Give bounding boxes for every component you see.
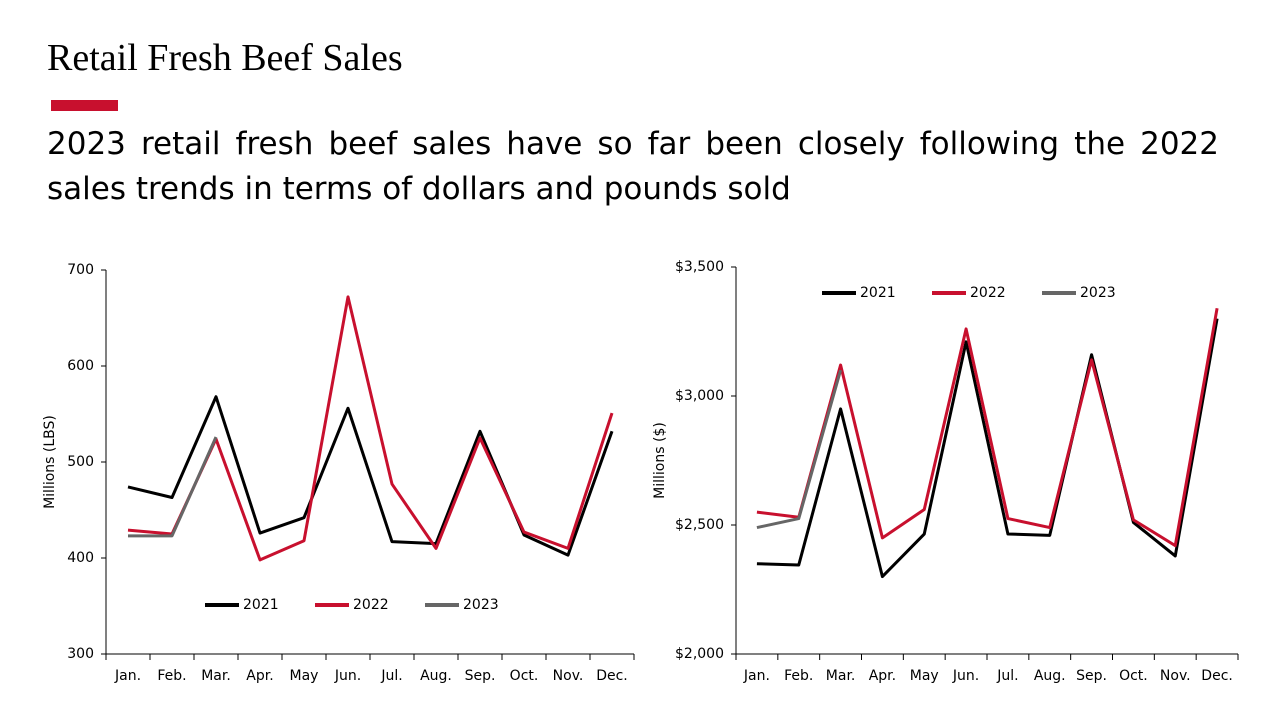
x-tick-label: Apr. [246, 668, 273, 684]
y-tick-label: $2,000 [675, 646, 724, 662]
x-tick-label: Mar. [201, 668, 231, 684]
x-tick-label: Jun. [952, 668, 979, 684]
x-tick-label: Jun. [334, 668, 361, 684]
y-tick-label: 400 [67, 550, 94, 566]
legend-label: 2021 [243, 597, 279, 613]
y-tick-label: $3,500 [675, 259, 724, 275]
legend-label: 2023 [463, 597, 499, 613]
x-tick-label: Aug. [420, 668, 452, 684]
x-tick-label: Feb. [157, 668, 186, 684]
legend-label: 2021 [860, 285, 896, 301]
x-tick-label: Feb. [784, 668, 813, 684]
x-tick-label: Jul. [996, 668, 1018, 684]
slide-subtitle: 2023 retail fresh beef sales have so far… [47, 126, 1219, 207]
legend-label: 2023 [1080, 285, 1116, 301]
x-tick-label: Nov. [1160, 668, 1191, 684]
x-tick-label: Jan. [743, 668, 770, 684]
x-tick-label: Jan. [114, 668, 141, 684]
y-tick-label: $2,500 [675, 517, 724, 533]
slide-title: Retail Fresh Beef Sales [47, 37, 403, 79]
accent-bar [51, 100, 118, 111]
legend-label: 2022 [970, 285, 1006, 301]
y-tick-label: 600 [67, 358, 94, 374]
x-tick-label: Oct. [510, 668, 539, 684]
x-tick-label: May [290, 668, 319, 684]
series-line [127, 395, 614, 557]
y-axis-title: Millions ($) [652, 422, 668, 499]
y-tick-label: 700 [67, 262, 94, 278]
legend-label: 2022 [353, 597, 389, 613]
y-axis-title: Millions (LBS) [42, 415, 58, 509]
x-tick-label: Dec. [1201, 668, 1233, 684]
y-tick-label: $3,000 [675, 388, 724, 404]
series-line [756, 369, 843, 530]
x-tick-label: Apr. [869, 668, 896, 684]
y-tick-label: 500 [67, 454, 94, 470]
x-tick-label: May [910, 668, 939, 684]
x-tick-label: Nov. [553, 668, 584, 684]
x-tick-label: Oct. [1119, 668, 1148, 684]
x-tick-label: Sep. [465, 668, 496, 684]
x-tick-label: Dec. [596, 668, 628, 684]
x-tick-label: Aug. [1034, 668, 1066, 684]
x-tick-label: Jul. [380, 668, 402, 684]
series-line [756, 318, 1219, 579]
x-tick-label: Mar. [826, 668, 856, 684]
x-tick-label: Sep. [1076, 668, 1107, 684]
y-tick-label: 300 [67, 646, 94, 662]
series-line [128, 436, 218, 538]
